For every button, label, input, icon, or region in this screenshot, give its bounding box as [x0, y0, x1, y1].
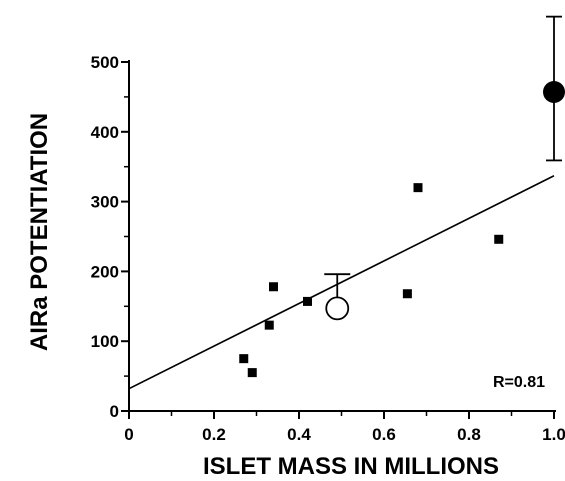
square-marker: [402, 289, 412, 299]
y-tick-label: 200: [91, 262, 119, 281]
x-tick-label: 0: [124, 425, 133, 444]
error-bars: [324, 15, 562, 298]
x-tick-label: 0.8: [457, 425, 481, 444]
y-tick-label: 500: [91, 53, 119, 72]
y-axis-title: AIRa POTENTIATION: [26, 113, 53, 351]
x-axis-title: ISLET MASS IN MILLIONS: [203, 453, 499, 480]
open-circle-marker: [325, 296, 350, 321]
filled-circle-marker: [543, 81, 565, 104]
square-marker: [303, 296, 312, 306]
square-marker: [247, 368, 257, 378]
square-marker: [494, 234, 504, 244]
ticks: 0 100 200 300 400 500 0 0.2 0.4 0.6 0.8 1.0: [91, 53, 565, 444]
regression-line: [128, 175, 555, 390]
x-tick-label: 0.2: [202, 425, 226, 444]
square-marker: [264, 320, 274, 330]
x-tick-label: 0.4: [287, 425, 311, 444]
axes: [128, 60, 556, 412]
y-tick-label: 400: [91, 123, 119, 142]
square-marker: [413, 183, 423, 193]
r-value-annotation: R=0.81: [493, 374, 545, 391]
y-tick-label: 100: [91, 332, 119, 351]
data-points: [239, 81, 565, 378]
regression-line-group: [128, 175, 555, 390]
square-marker: [269, 282, 278, 292]
y-tick-label: 0: [110, 402, 119, 421]
x-tick-label: 0.6: [372, 425, 396, 444]
square-marker: [239, 354, 249, 364]
x-tick-label: 1.0: [542, 425, 565, 444]
y-tick-label: 300: [91, 193, 119, 212]
